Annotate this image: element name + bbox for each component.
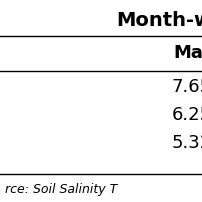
Text: 6.25: 6.25 bbox=[172, 106, 202, 124]
Text: 5.32: 5.32 bbox=[172, 134, 202, 153]
Text: Mar: Mar bbox=[173, 43, 202, 62]
Text: 7.65: 7.65 bbox=[172, 78, 202, 96]
Text: rce: Soil Salinity T: rce: Soil Salinity T bbox=[5, 183, 117, 196]
Text: Month-w: Month-w bbox=[116, 11, 202, 30]
